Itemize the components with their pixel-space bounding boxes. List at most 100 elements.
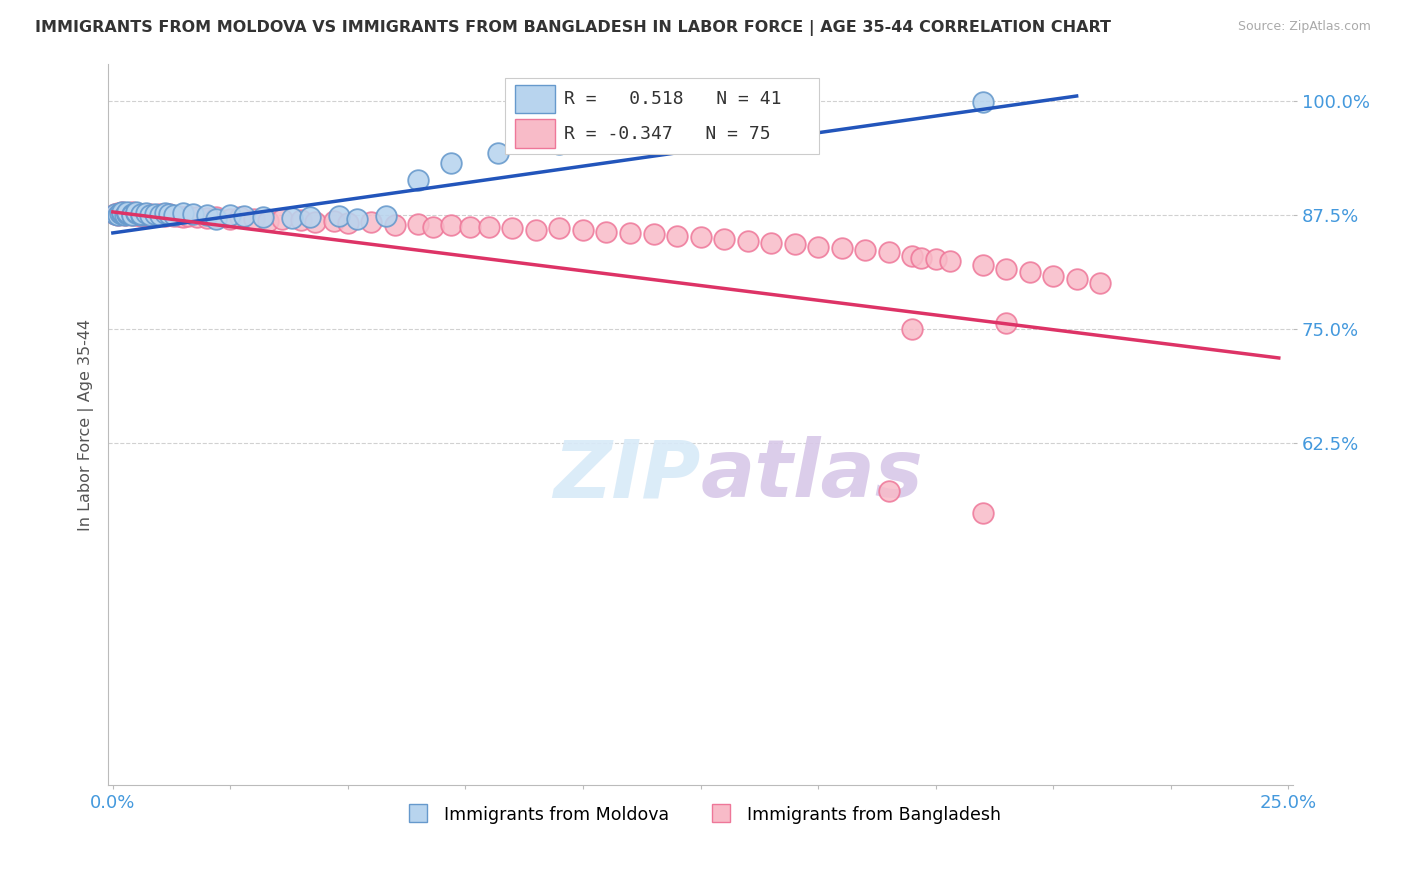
Point [877, 484, 900, 499]
Point [104, 207, 127, 221]
Point [1042, 268, 1064, 283]
Point [121, 208, 143, 222]
Point [548, 221, 571, 235]
Point [783, 236, 806, 251]
Point [689, 230, 711, 244]
Point [114, 208, 136, 222]
Point [853, 244, 876, 258]
Point [322, 214, 344, 228]
Point [478, 220, 501, 235]
Point [995, 262, 1018, 277]
Point [149, 207, 172, 221]
Point [831, 242, 853, 256]
Point [157, 208, 180, 222]
Point [121, 205, 143, 219]
Point [299, 211, 322, 225]
FancyBboxPatch shape [515, 85, 555, 113]
Point [666, 228, 689, 243]
Point [143, 207, 166, 221]
Point [157, 207, 180, 221]
Point [115, 205, 138, 219]
Point [501, 221, 523, 235]
Point [139, 208, 162, 222]
Point [1066, 271, 1088, 285]
Point [129, 207, 152, 221]
Point [759, 120, 782, 135]
Y-axis label: In Labor Force | Age 35-44: In Labor Force | Age 35-44 [79, 318, 94, 531]
Point [336, 216, 359, 230]
Text: ZIP: ZIP [553, 436, 700, 514]
Point [104, 207, 127, 221]
Point [111, 207, 134, 221]
Point [114, 208, 136, 222]
Point [524, 223, 547, 237]
Point [901, 249, 924, 263]
FancyBboxPatch shape [505, 78, 818, 154]
Point [108, 206, 131, 220]
Point [408, 217, 430, 231]
Point [1088, 276, 1111, 290]
FancyBboxPatch shape [515, 120, 555, 148]
Point [572, 223, 595, 237]
Point [195, 211, 218, 226]
Point [901, 322, 924, 336]
Point [139, 207, 162, 221]
Point [135, 206, 157, 220]
Point [135, 208, 157, 222]
Point [129, 207, 152, 221]
Point [115, 206, 138, 220]
Point [938, 254, 960, 268]
Point [595, 225, 617, 239]
Legend: Immigrants from Moldova, Immigrants from Bangladesh: Immigrants from Moldova, Immigrants from… [394, 798, 1008, 830]
Point [328, 209, 350, 223]
Point [163, 209, 186, 223]
Point [129, 208, 152, 222]
Point [121, 207, 143, 221]
Point [153, 209, 176, 223]
Point [181, 207, 204, 221]
Point [995, 316, 1018, 330]
Point [271, 212, 294, 227]
Point [205, 211, 228, 225]
Point [125, 207, 148, 221]
Point [759, 235, 782, 250]
Point [108, 207, 131, 221]
Point [408, 173, 430, 187]
Point [139, 209, 162, 223]
Point [1018, 265, 1040, 279]
Point [149, 208, 172, 222]
Point [384, 218, 406, 232]
Point [374, 210, 396, 224]
Point [172, 211, 194, 225]
Point [186, 211, 208, 225]
Point [115, 207, 138, 221]
Point [486, 145, 509, 160]
Point [346, 212, 368, 227]
Text: atlas: atlas [700, 436, 924, 514]
Point [643, 130, 665, 145]
Point [924, 252, 946, 267]
Point [304, 215, 326, 229]
Point [163, 208, 186, 222]
Point [157, 207, 180, 221]
Point [910, 251, 932, 265]
Point [143, 208, 166, 222]
Point [458, 219, 481, 234]
Point [422, 219, 444, 234]
Point [107, 208, 129, 222]
Text: R = -0.347   N = 75: R = -0.347 N = 75 [564, 125, 770, 143]
Point [243, 212, 266, 227]
Point [172, 206, 194, 220]
Point [111, 205, 134, 219]
Point [107, 206, 129, 220]
Point [877, 245, 900, 260]
Point [153, 206, 176, 220]
Point [440, 155, 463, 169]
Point [440, 218, 463, 232]
Point [290, 213, 312, 227]
Point [972, 258, 994, 272]
Point [125, 206, 148, 220]
Point [280, 211, 302, 226]
Text: IMMIGRANTS FROM MOLDOVA VS IMMIGRANTS FROM BANGLADESH IN LABOR FORCE | AGE 35-44: IMMIGRANTS FROM MOLDOVA VS IMMIGRANTS FR… [35, 20, 1111, 36]
Point [548, 137, 571, 152]
